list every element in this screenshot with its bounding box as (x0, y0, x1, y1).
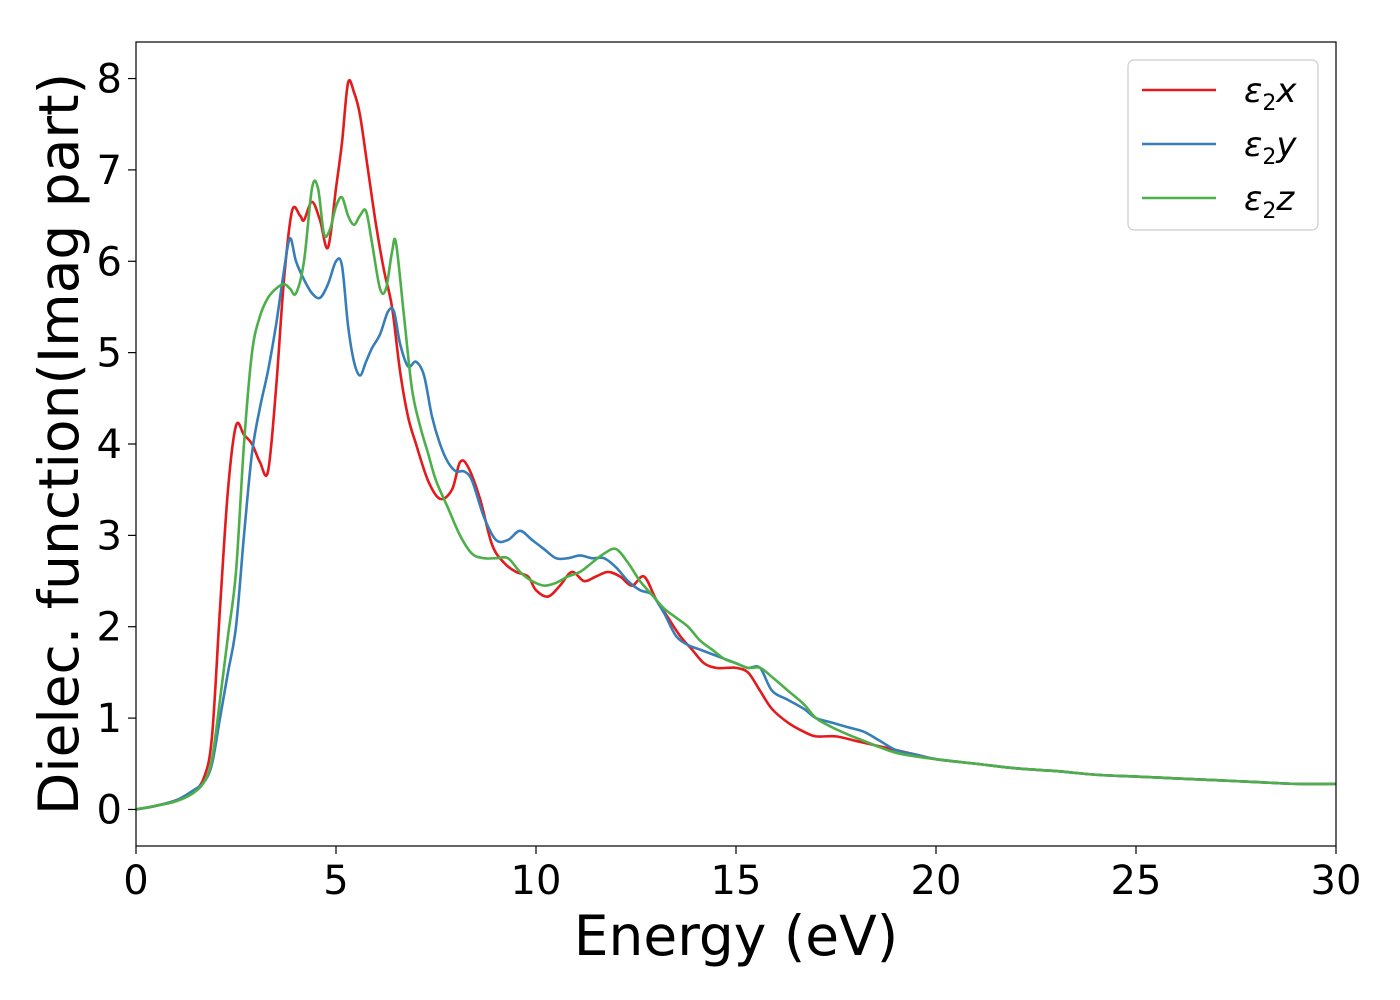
x-axis-ticks: 0 5 10 15 20 25 30 (123, 846, 1361, 904)
x-tick-label: 0 (123, 858, 148, 904)
series-line-x (136, 78, 1336, 811)
y-tick-label: 8 (97, 57, 122, 103)
legend-variable: z (1275, 179, 1295, 219)
y-tick-label: 0 (97, 787, 122, 833)
legend-symbol: ε (1244, 71, 1262, 111)
x-tick-label: 5 (323, 858, 348, 904)
y-tick-label: 6 (97, 239, 122, 285)
x-tick-label: 30 (1311, 858, 1362, 904)
legend-label-y: ε2y (1244, 125, 1297, 170)
x-axis-title: Energy (eV) (574, 904, 898, 968)
x-tick-label: 15 (711, 858, 762, 904)
legend-symbol: ε (1244, 179, 1262, 219)
y-axis-ticks: 0 1 2 3 4 5 6 7 8 (97, 57, 136, 833)
y-axis-title: Dielec. function(Imag part) (27, 73, 91, 815)
x-tick-label: 25 (1111, 858, 1162, 904)
y-tick-label: 4 (97, 422, 122, 468)
y-tick-label: 3 (97, 513, 122, 559)
legend-label-x: ε2x (1244, 71, 1297, 116)
series-layer (136, 78, 1336, 811)
legend-subscript: 2 (1262, 91, 1276, 116)
y-tick-label: 7 (97, 148, 122, 194)
legend-box (1127, 59, 1319, 231)
x-tick-label: 10 (511, 858, 562, 904)
legend-variable: y (1275, 125, 1297, 165)
y-tick-label: 5 (97, 331, 122, 377)
legend-label-z: ε2z (1244, 179, 1295, 224)
x-tick-label: 20 (911, 858, 962, 904)
legend-variable: x (1275, 71, 1297, 111)
legend-subscript: 2 (1262, 199, 1276, 224)
y-tick-label: 1 (97, 696, 122, 742)
legend-symbol: ε (1244, 125, 1262, 165)
y-tick-label: 2 (97, 605, 122, 651)
series-line-z (136, 179, 1336, 811)
series-line-y (136, 237, 1336, 811)
legend-subscript: 2 (1262, 145, 1276, 170)
